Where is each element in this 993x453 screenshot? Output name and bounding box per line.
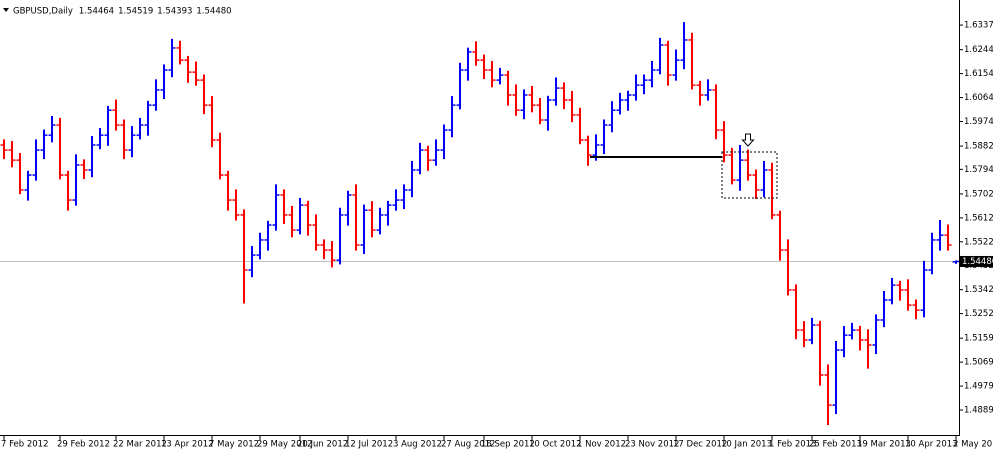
x-tick-label: 2 May 2013 [953,440,993,450]
x-tick-label: 22 Mar 2012 [113,440,167,450]
y-tick-label: 1.53420 [964,285,993,295]
chart-title: GBPUSD,Daily [13,6,73,16]
y-tick-label: 1.61545 [964,69,993,79]
y-tick-label: 1.59745 [964,117,993,127]
y-tick-label: 1.52520 [964,309,993,319]
y-tick-label: 1.57020 [964,189,993,199]
y-tick-label: 1.51595 [964,334,993,344]
x-tick-label: 10 Jan 2013 [721,440,772,450]
x-tick-label: 18 Sep 2012 [481,440,535,450]
header-low: 1.54393 [157,6,192,16]
x-tick-label: 1 Feb 2013 [769,440,817,450]
arrow-marker [741,133,755,147]
x-tick-label: 23 Nov 2012 [625,440,679,450]
y-tick-label: 1.55220 [964,237,993,247]
y-tick-label: 1.60645 [964,93,993,103]
y-tick-label: 1.58820 [964,142,993,152]
x-tick-label: 1 Nov 2012 [577,440,626,450]
x-tick-label: 20 Jun 2012 [297,440,348,450]
header-high: 1.54519 [118,6,153,16]
x-tick-label: 3 Aug 2012 [393,440,442,450]
chart-header: GBPUSD,Daily 1.54464 1.54519 1.54393 1.54480 [13,6,232,16]
current-price-label: 1.54480 [962,257,993,267]
axis-labels: 1.63370 1.62445 1.61545 1.60645 1.59745 1.588… [1,21,993,450]
x-tick-label: 25 Feb 2013 [809,440,862,450]
y-tick-label: 1.63370 [964,21,993,31]
x-tick-label: 29 Feb 2012 [57,440,110,450]
x-tick-label: 29 May 2012 [257,440,312,450]
x-tick-label: 17 Dec 2012 [673,440,727,450]
menu-triangle [3,8,9,12]
x-tick-label: 19 Mar 2013 [857,440,911,450]
header-open: 1.54464 [79,6,114,16]
x-tick-label: 10 Oct 2012 [529,440,582,450]
y-tick-label: 1.62445 [964,45,993,55]
y-tick-label: 1.48895 [964,405,993,415]
y-tick-label: 1.57945 [964,165,993,175]
y-tick-label: 1.49795 [964,382,993,392]
y-tick-label: 1.50695 [964,358,993,368]
x-tick-label: 27 Aug 2012 [441,440,495,450]
y-tick-label: 1.56120 [964,213,993,223]
x-tick-label: 7 May 2012 [209,440,259,450]
x-tick-label: 13 Apr 2012 [161,440,214,450]
x-tick-label: 7 Feb 2012 [1,440,49,450]
selection-box [721,151,778,199]
header-close: 1.54480 [196,6,231,16]
bars [0,22,960,426]
current-price-tag [960,255,993,267]
x-tick-label: 10 Apr 2013 [905,440,958,450]
x-tick-label: 12 Jul 2012 [345,440,393,450]
